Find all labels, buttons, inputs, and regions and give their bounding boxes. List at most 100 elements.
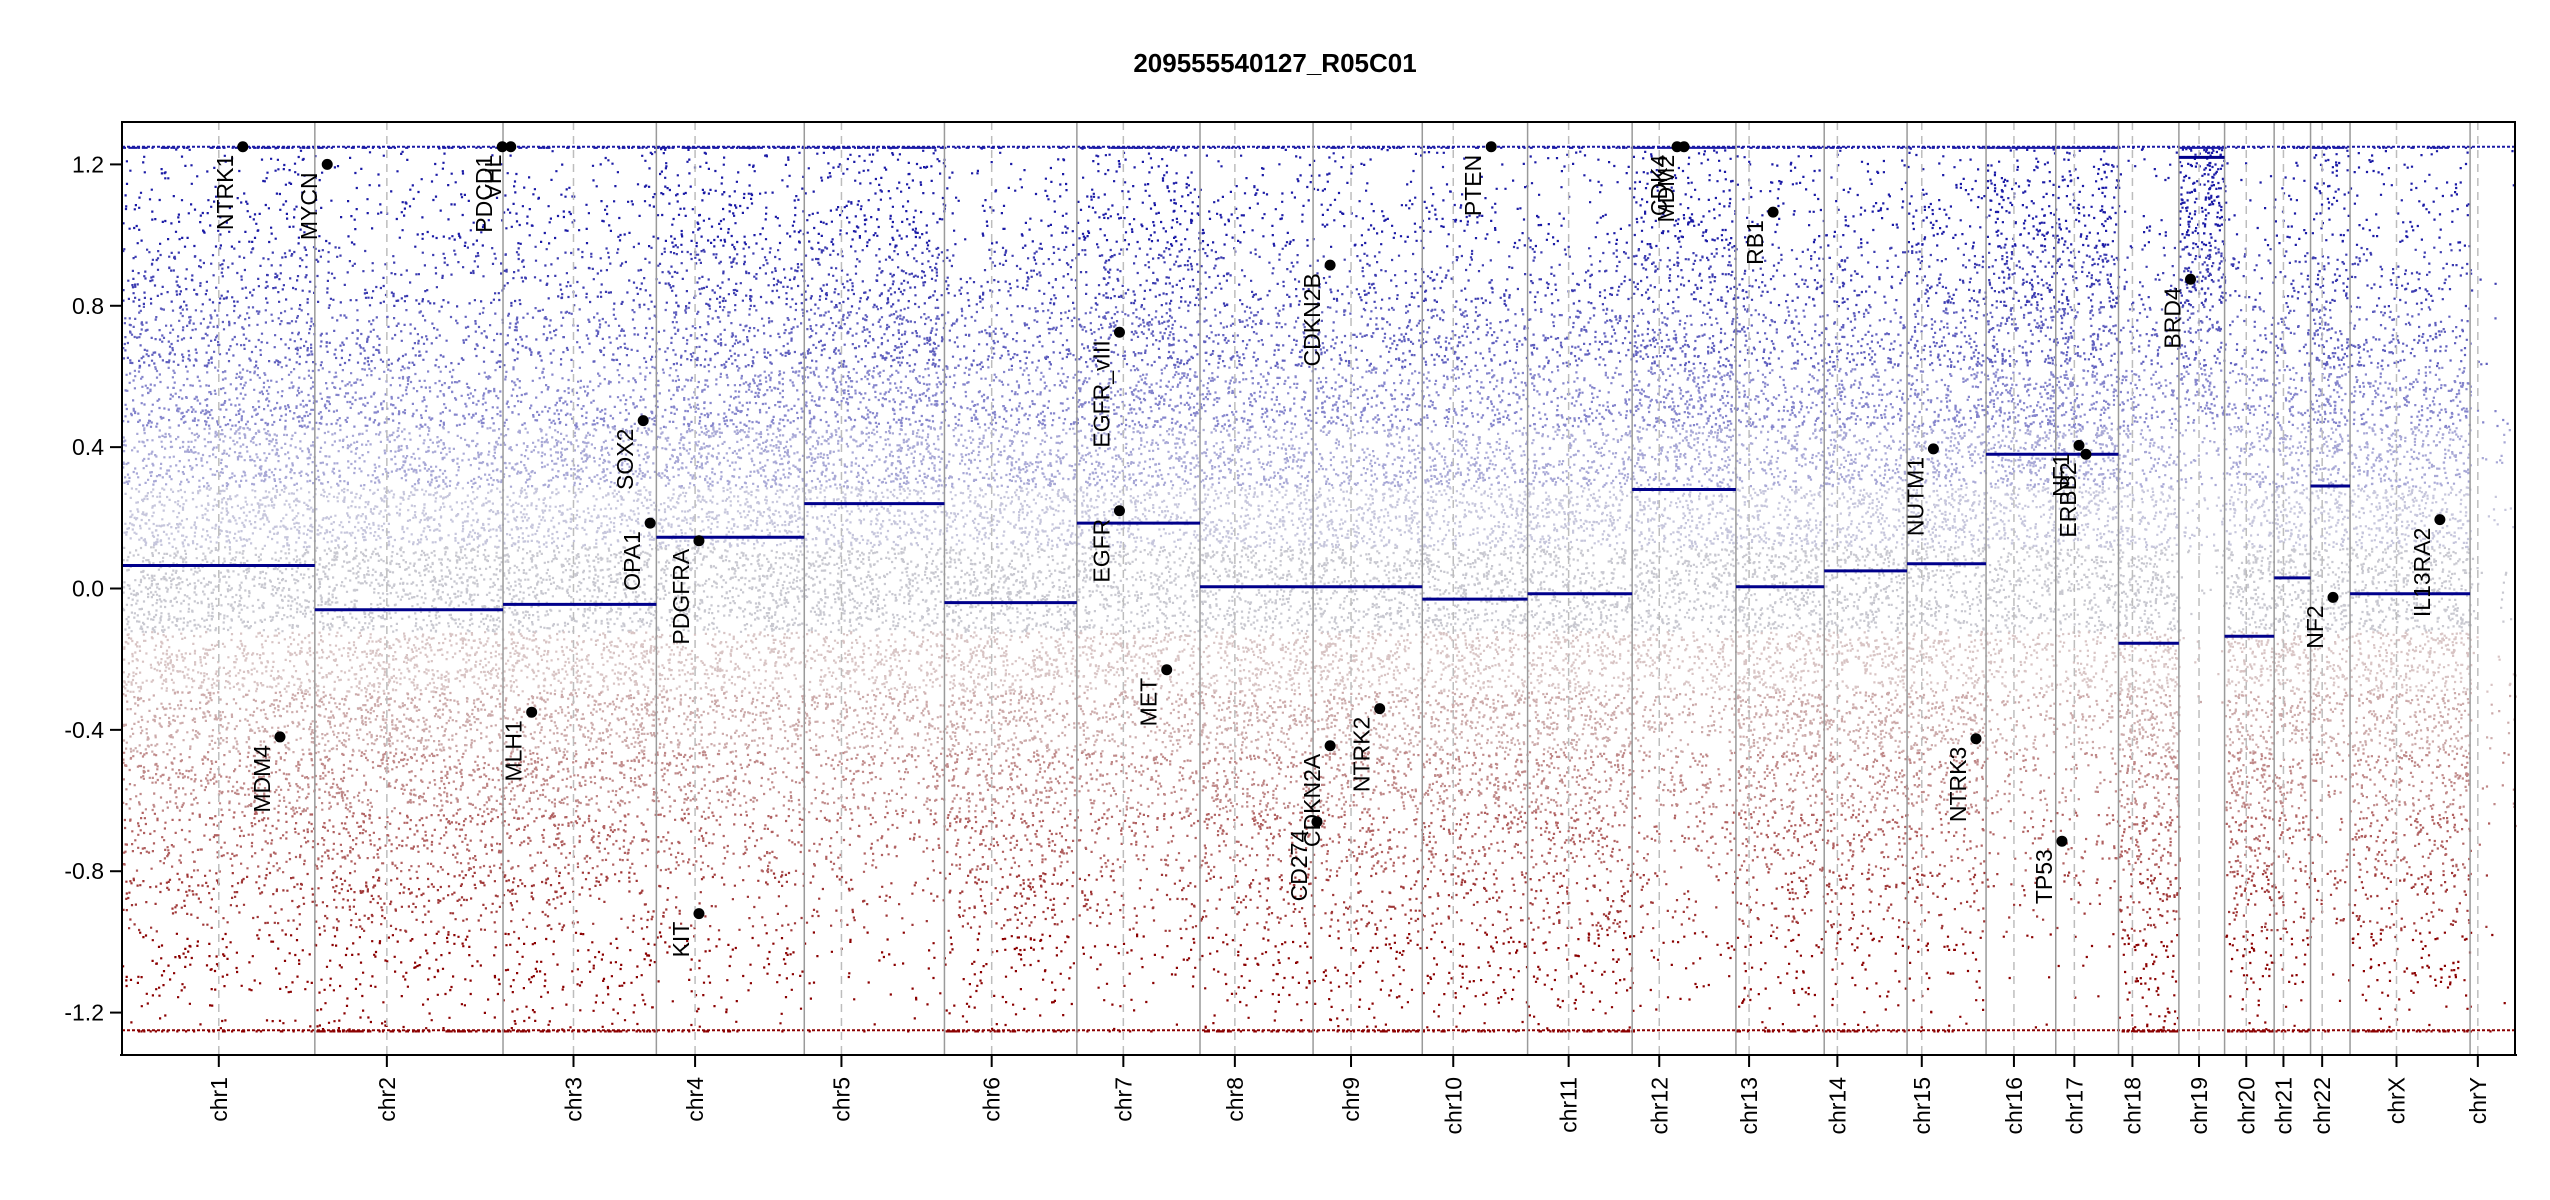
gene-marker bbox=[1678, 141, 1690, 153]
probe-points-loss bbox=[122, 691, 2517, 754]
gene-marker bbox=[496, 141, 508, 153]
gene-label: CD274 bbox=[1286, 830, 1312, 902]
gene-label: PTEN bbox=[1460, 155, 1486, 216]
chromosome-label: chr6 bbox=[979, 1077, 1005, 1122]
y-tick-label: -0.4 bbox=[64, 717, 104, 743]
gene-label: NF1 bbox=[2048, 453, 2074, 496]
chromosome-label: chr7 bbox=[1110, 1077, 1136, 1122]
gene-label: MET bbox=[1136, 678, 1162, 727]
gene-marker bbox=[1113, 326, 1125, 338]
gene-marker bbox=[693, 535, 705, 547]
gene-label: MLH1 bbox=[501, 720, 527, 781]
chromosome-label: chr13 bbox=[1736, 1077, 1762, 1135]
gene-label: MDM2 bbox=[1653, 155, 1679, 223]
chromosome-label: chr21 bbox=[2270, 1077, 2296, 1135]
gene-marker bbox=[274, 731, 286, 743]
gene-marker bbox=[637, 415, 649, 427]
gene-marker bbox=[237, 141, 249, 153]
gene-label: CDKN2A bbox=[1299, 753, 1325, 847]
gene-marker bbox=[644, 517, 656, 529]
probe-points-gain bbox=[123, 486, 2515, 549]
gene-marker bbox=[1324, 740, 1336, 752]
gene-marker bbox=[505, 141, 517, 153]
gene-label: MYCN bbox=[296, 172, 322, 240]
gene-marker bbox=[1767, 206, 1779, 218]
chromosome-label: chr19 bbox=[2186, 1077, 2212, 1135]
gene-marker bbox=[2080, 448, 2092, 460]
gene-marker bbox=[1970, 733, 1982, 745]
gene-label: CDKN2B bbox=[1299, 273, 1325, 366]
y-axis: -1.2 -0.8 -0.4 0.0 0.4 0.8 1.2 bbox=[64, 151, 122, 1026]
gene-label: NUTM1 bbox=[1902, 457, 1928, 536]
chromosome-label: chr4 bbox=[682, 1077, 708, 1122]
probe-points-gain bbox=[122, 365, 2509, 429]
gene-marker bbox=[2434, 514, 2446, 526]
y-tick-label: 1.2 bbox=[72, 151, 104, 177]
y-tick-label: -1.2 bbox=[64, 1000, 104, 1026]
gene-marker bbox=[2073, 439, 2085, 451]
segment-lines bbox=[122, 155, 2471, 645]
gene-label: RB1 bbox=[1742, 220, 1768, 265]
gene-marker bbox=[1374, 703, 1386, 715]
gene-label: OPA1 bbox=[619, 531, 645, 591]
gene-label: EGFR bbox=[1088, 519, 1114, 583]
chromosome-label: chr12 bbox=[1646, 1077, 1672, 1135]
gene-label: NTRK1 bbox=[212, 155, 238, 230]
gene-label: NTRK3 bbox=[1945, 747, 1971, 822]
gene-marker bbox=[1324, 259, 1336, 271]
x-axis: chr1 chr2 chr3 chr4 chr5 chr6 chr7 chr8 chr9 chr1… bbox=[120, 1054, 2517, 1135]
chromosome-label: chr16 bbox=[2001, 1077, 2027, 1135]
chromosome-label: chr5 bbox=[828, 1077, 854, 1122]
gene-marker bbox=[1927, 443, 1939, 455]
chromosome-label: chr14 bbox=[1824, 1077, 1850, 1135]
probe-points-gain bbox=[122, 305, 2497, 368]
chromosome-label: chrY bbox=[2465, 1077, 2491, 1124]
chromosome-label: chr22 bbox=[2309, 1077, 2335, 1135]
gene-marker bbox=[2185, 273, 2197, 285]
chromosome-label: chr17 bbox=[2061, 1077, 2087, 1135]
gene-label: BRD4 bbox=[2160, 287, 2186, 349]
gene-marker bbox=[1311, 816, 1323, 828]
y-tick-label: 0.4 bbox=[72, 434, 104, 460]
gene-marker bbox=[321, 158, 333, 170]
chromosome-label: chr1 bbox=[206, 1077, 232, 1122]
gene-marker bbox=[693, 908, 705, 920]
gene-label: VHL bbox=[480, 155, 506, 200]
y-tick-label: 0.8 bbox=[72, 293, 104, 319]
gene-marker bbox=[2327, 591, 2339, 603]
probe-points-gain bbox=[122, 245, 2497, 308]
gene-label: KIT bbox=[668, 922, 694, 958]
probe-points-loss bbox=[122, 871, 2489, 934]
chromosome-label: chr3 bbox=[560, 1077, 586, 1122]
chromosome-label: chr15 bbox=[1909, 1077, 1935, 1135]
chromosome-label: chr2 bbox=[374, 1077, 400, 1122]
chromosome-label: chr8 bbox=[1222, 1077, 1248, 1122]
gene-marker bbox=[2056, 835, 2068, 847]
gene-label: ERBB2 bbox=[2055, 462, 2081, 537]
chromosome-label: chrX bbox=[2384, 1077, 2410, 1124]
gene-marker bbox=[1485, 141, 1497, 153]
probe-points bbox=[122, 145, 2517, 1033]
probe-points-gain bbox=[122, 425, 2511, 489]
gene-label: MDM4 bbox=[249, 745, 275, 813]
gene-label: PDCD1 bbox=[471, 155, 497, 233]
gene-label: IL13RA2 bbox=[2409, 528, 2435, 618]
gene-label: EGFR_vIII bbox=[1088, 340, 1114, 447]
gene-label: CDK4 bbox=[1646, 155, 1672, 217]
chromosome-label: chr10 bbox=[1440, 1077, 1466, 1135]
probe-points-neutral bbox=[122, 546, 2513, 634]
probe-points-loss bbox=[122, 931, 2506, 1033]
chromosome-label: chr11 bbox=[1556, 1077, 1582, 1133]
gene-marker bbox=[1113, 505, 1125, 517]
chart-title: 209555540127_R05C01 bbox=[1133, 48, 1416, 78]
gene-label: NF2 bbox=[2302, 605, 2328, 648]
y-tick-label: -0.8 bbox=[64, 858, 104, 884]
y-tick-label: 0.0 bbox=[72, 576, 104, 602]
gene-label: NTRK2 bbox=[1349, 717, 1375, 792]
chromosome-label: chr20 bbox=[2233, 1077, 2259, 1135]
chromosome-label: chr18 bbox=[2119, 1077, 2145, 1135]
gene-label: TP53 bbox=[2031, 849, 2057, 904]
chromosome-label: chr9 bbox=[1338, 1077, 1364, 1122]
